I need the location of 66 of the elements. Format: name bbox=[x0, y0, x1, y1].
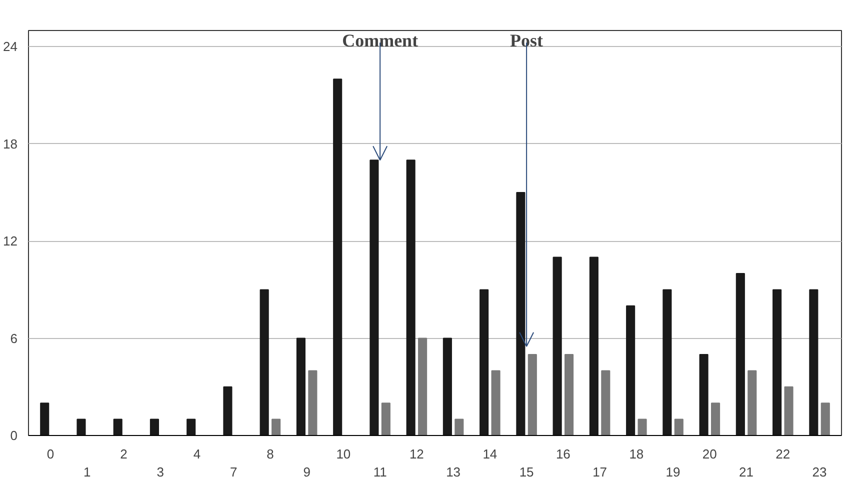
bar bbox=[418, 338, 428, 436]
bar bbox=[113, 418, 122, 436]
x-tick-label: 0 bbox=[46, 446, 54, 462]
x-tick-label: 21 bbox=[739, 464, 754, 480]
bar bbox=[699, 354, 708, 436]
bar bbox=[784, 386, 794, 436]
bar bbox=[710, 402, 720, 436]
bar bbox=[552, 256, 562, 436]
annotation: Post bbox=[510, 30, 544, 50]
bar bbox=[454, 418, 464, 436]
bar bbox=[381, 402, 390, 436]
bar bbox=[564, 354, 574, 436]
bar bbox=[40, 402, 50, 436]
bar bbox=[748, 370, 757, 436]
x-tick-label: 8 bbox=[266, 446, 274, 462]
x-tick-label: 4 bbox=[193, 446, 201, 462]
x-tick-label: 16 bbox=[556, 446, 570, 462]
annotation: Comment bbox=[342, 30, 418, 50]
bar bbox=[809, 289, 818, 436]
bar bbox=[589, 256, 598, 436]
x-tick-label: 12 bbox=[409, 446, 424, 462]
bar bbox=[820, 402, 830, 436]
bar bbox=[223, 386, 232, 436]
bar bbox=[736, 273, 745, 436]
bar bbox=[638, 418, 647, 436]
bar bbox=[528, 354, 537, 436]
bar bbox=[272, 418, 281, 436]
x-tick-label: 22 bbox=[776, 446, 790, 462]
x-tick-label: 23 bbox=[812, 464, 827, 480]
y-tick-label: 12 bbox=[3, 234, 18, 249]
bar bbox=[442, 338, 452, 436]
bar bbox=[491, 370, 500, 436]
bar bbox=[296, 338, 306, 436]
y-tick-label: 24 bbox=[3, 39, 18, 54]
bar bbox=[76, 418, 86, 436]
bar bbox=[480, 289, 489, 436]
x-tick-label: 7 bbox=[230, 464, 238, 480]
y-tick-label: 18 bbox=[3, 136, 18, 152]
bar bbox=[662, 289, 672, 436]
x-tick-label: 20 bbox=[702, 446, 717, 462]
x-tick-label: 13 bbox=[446, 464, 461, 480]
x-tick-label: 10 bbox=[336, 446, 351, 462]
x-tick-label: 17 bbox=[592, 464, 608, 480]
x-tick-label: 14 bbox=[482, 446, 498, 462]
bar bbox=[772, 289, 782, 436]
bar bbox=[370, 160, 379, 436]
bar bbox=[406, 160, 416, 436]
x-tick-label: 3 bbox=[156, 464, 164, 480]
bar bbox=[626, 305, 636, 436]
bar bbox=[516, 192, 526, 436]
bar bbox=[186, 418, 196, 436]
y-tick-label: 6 bbox=[10, 330, 18, 346]
x-tick-label: 11 bbox=[373, 464, 387, 480]
x-tick-label: 1 bbox=[83, 464, 91, 480]
bar bbox=[150, 418, 160, 436]
x-tick-label: 15 bbox=[519, 464, 534, 480]
bar bbox=[601, 370, 610, 436]
x-tick-label: 18 bbox=[629, 446, 644, 462]
x-tick-label: 2 bbox=[120, 446, 128, 462]
x-tick-label: 19 bbox=[666, 464, 680, 480]
y-tick-label: 0 bbox=[10, 428, 18, 443]
bar bbox=[308, 370, 318, 436]
bar bbox=[333, 78, 342, 436]
bar bbox=[260, 289, 269, 436]
bar bbox=[674, 418, 684, 436]
x-tick-label: 9 bbox=[303, 464, 310, 480]
